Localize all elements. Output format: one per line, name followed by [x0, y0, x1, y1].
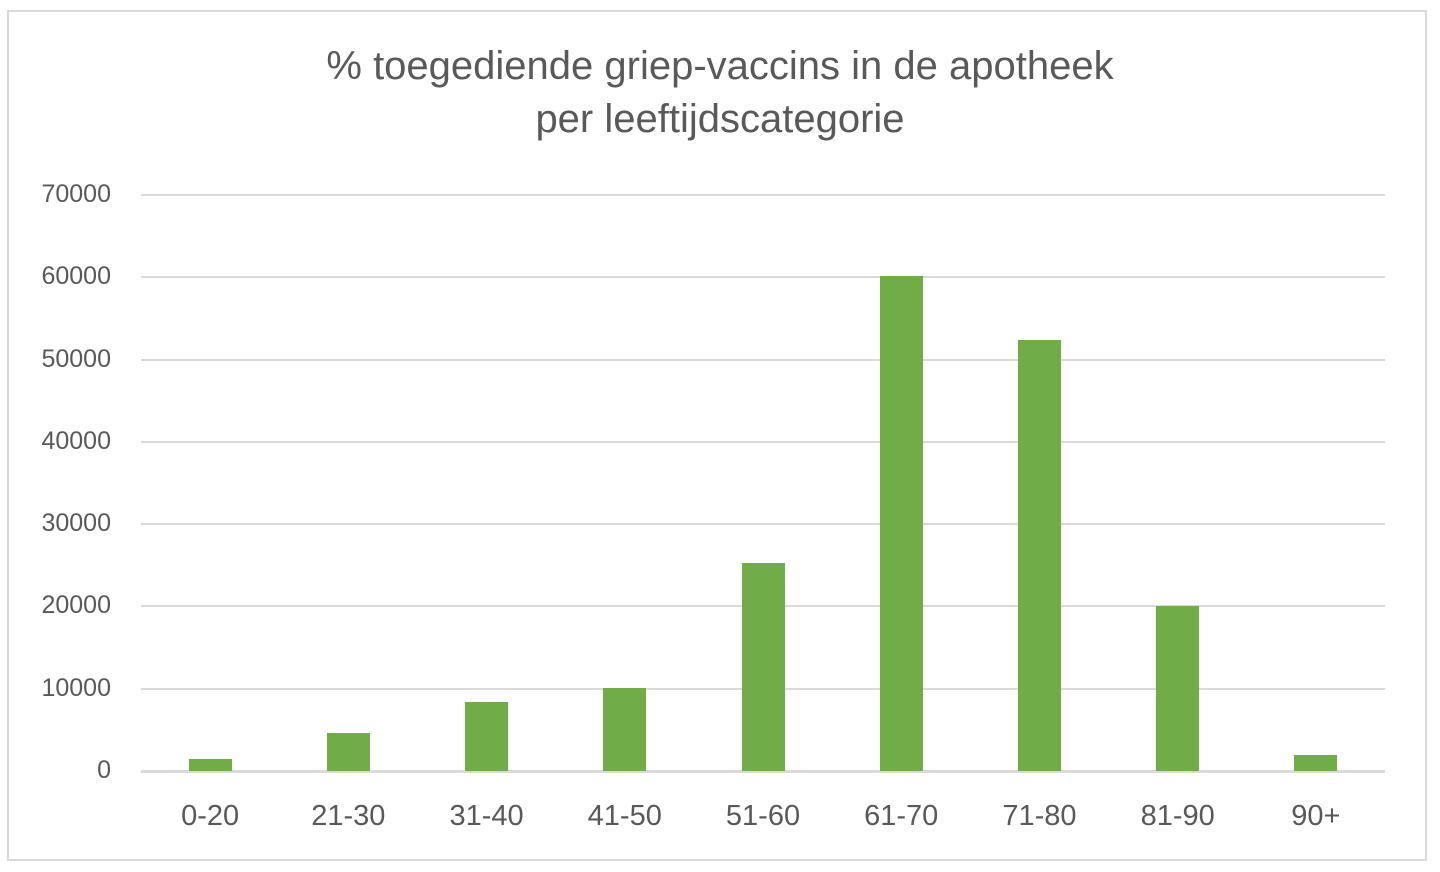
x-tick-label: 71-80: [1002, 800, 1077, 832]
gridline: [141, 440, 1385, 443]
y-tick-label: 40000: [41, 426, 111, 455]
gridline: [141, 358, 1385, 361]
y-tick-label: 70000: [41, 180, 111, 208]
x-axis-line: [141, 770, 1385, 773]
gridline: [141, 276, 1385, 279]
x-tick-label: 81-90: [1140, 800, 1215, 832]
y-tick-label: 50000: [41, 344, 111, 373]
bar-90+: [1294, 755, 1338, 771]
x-tick-label: 31-40: [449, 800, 524, 832]
bar-41-50: [603, 687, 647, 771]
gridline: [141, 194, 1385, 196]
x-tick-label: 0-20: [181, 800, 240, 832]
y-tick-label: 30000: [41, 509, 111, 538]
bar-0-20: [188, 759, 232, 771]
chart-title-line-2: per leeftijdscategorie: [535, 97, 905, 141]
x-tick-label: 61-70: [864, 800, 939, 832]
x-tick-label: 21-30: [311, 800, 386, 832]
y-tick-label: 0: [97, 756, 111, 784]
chart-title: % toegediende griep-vaccins in de apothe…: [0, 40, 1440, 146]
y-tick-label: 60000: [41, 262, 111, 291]
y-tick-label: 10000: [41, 673, 111, 702]
x-tick-label: 41-50: [587, 800, 662, 832]
bar-31-40: [465, 701, 509, 771]
y-tick-label: 20000: [41, 591, 111, 620]
gridline: [141, 523, 1385, 526]
bar-71-80: [1017, 339, 1061, 771]
bar-81-90: [1156, 605, 1200, 771]
chart-title-line-1: % toegediende griep-vaccins in de apothe…: [326, 44, 1114, 88]
plot-area: [141, 194, 1385, 773]
bar-61-70: [879, 276, 923, 771]
x-tick-label: 90+: [1291, 800, 1341, 832]
bar-51-60: [741, 562, 785, 771]
x-tick-label: 51-60: [725, 800, 801, 832]
bar-21-30: [326, 733, 370, 771]
